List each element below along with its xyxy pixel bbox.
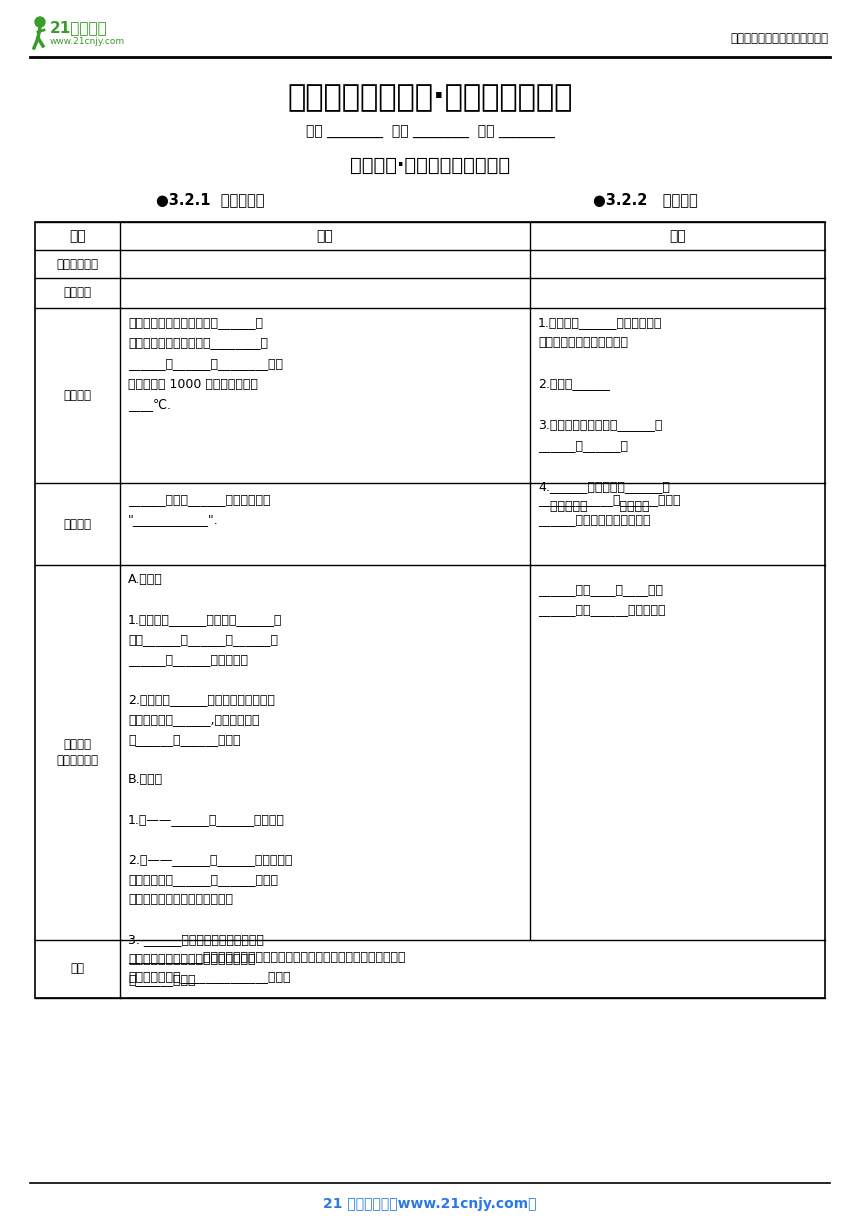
Text: 自然环境: 自然环境 [64, 389, 91, 402]
Text: 纶度、温度带: 纶度、温度带 [57, 258, 99, 270]
Text: 秘鲁: 秘鲁 [316, 229, 334, 243]
Text: ______山脉，______走向，被称为
"____________".: ______山脉，______走向，被称为 "____________". [128, 492, 271, 527]
Text: 21世纪教育: 21世纪教育 [50, 21, 108, 35]
Text: 自然景观从山麓到山顶呈现______变
化（从山麓到山顶依次是________、
______、______、________）。
海拔每升高 1000 米，气: 自然景观从山麓到山顶呈现______变 化（从山麓到山顶依次是________、… [128, 316, 283, 411]
Text: 人文地理（上册）·课时知识点默写: 人文地理（上册）·课时知识点默写 [287, 84, 573, 113]
Text: 1.地形：以______为主，河谷平
原面积狭小，地势起伏大。

2.气候：______

3.河流：河湖众多，如______、
______、______等
: 1.地形：以______为主，河谷平 原面积狭小，地势起伏大。 2.气候：___… [538, 316, 670, 513]
Text: ●3.2.2   山地之国: ●3.2.2 山地之国 [593, 192, 697, 208]
Text: 半球位置: 半球位置 [64, 287, 91, 299]
Text: A.生产：

1.低海拔的______业：开辟______，
种植______、______、______、
______和______等农作物。

2.高海拔: A.生产： 1.低海拔的______业：开辟______， 种植______、_… [128, 573, 292, 986]
Bar [35, 223, 825, 998]
Text: 瑞士: 瑞士 [669, 229, 686, 243]
Text: ______业（____、____等）
______业和______业也很发达: ______业（____、____等） ______业和______业也很发达 [538, 582, 666, 617]
Text: ●3.2.1  垂直的生计: ●3.2.1 垂直的生计 [156, 192, 264, 208]
Text: 中小学教育资源及组卷应用平台: 中小学教育资源及组卷应用平台 [730, 32, 828, 45]
Text: 主要山脉: 主要山脉 [64, 518, 91, 530]
Text: 第三单元·各具特色的区域生活: 第三单元·各具特色的区域生活 [350, 156, 510, 175]
Text: ____________发展生产，在发展经济的同时，要注意保护环境，实现人与自
然和谐相处，走______________道路。: ____________发展生产，在发展经济的同时，要注意保护环境，实现人与自 … [128, 950, 406, 984]
Text: ____________，______走向，
______最高大、最雄伟的山脉: ____________，______走向， ______最高大、最雄伟的山脉 [538, 492, 680, 527]
Text: 启示: 启示 [71, 963, 84, 975]
Circle shape [35, 17, 45, 27]
Text: 国家: 国家 [69, 229, 86, 243]
Text: 21 世纪教育网（www.21cnjy.com）: 21 世纪教育网（www.21cnjy.com） [323, 1197, 537, 1211]
Text: www.21cnjy.com: www.21cnjy.com [50, 38, 125, 46]
Text: 班级 ________  姓名 ________  学号 ________: 班级 ________ 姓名 ________ 学号 ________ [305, 125, 555, 139]
Text: 人文环境
（生产生活）: 人文环境 （生产生活） [57, 738, 99, 766]
